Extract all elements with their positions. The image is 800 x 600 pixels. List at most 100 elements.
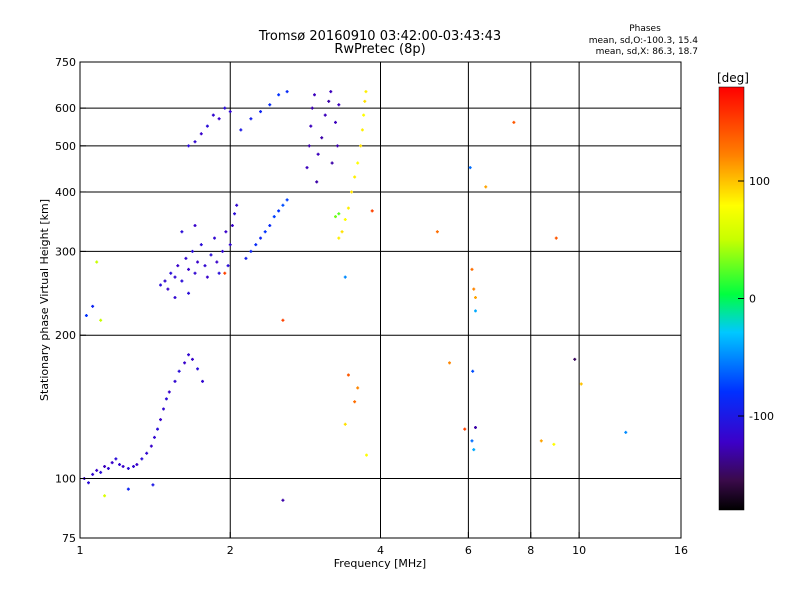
data-point [121,464,125,468]
data-point [190,357,194,361]
data-point [259,110,263,114]
colorbar-tick-label: 0 [749,293,756,306]
data-point [315,180,319,184]
data-point [470,439,474,443]
data-point [310,106,314,110]
data-point [316,152,320,156]
data-point [552,442,556,446]
data-point [337,212,341,216]
data-point [343,422,347,426]
data-point [340,230,344,234]
phases-x-stats: mean, sd,X: 86.3, 18.7 [596,47,698,57]
data-point [281,318,285,322]
data-point [285,198,289,202]
chart-subtitle: RwPretec (8p) [334,42,425,57]
data-point [193,271,197,275]
data-point [473,296,477,300]
data-point [268,224,272,228]
data-point [244,256,248,260]
x-axis-label: Frequency [MHz] [334,557,426,570]
data-point [190,249,194,253]
data-point [277,93,281,97]
data-point [337,236,341,240]
data-point [356,161,360,165]
data-point [468,166,472,170]
data-point [126,487,130,491]
x-tick-label: 4 [377,544,384,557]
data-point [239,128,243,132]
data-point [205,275,209,279]
data-point [362,113,366,117]
data-point [333,120,337,124]
phases-o-stats: mean, sd,O:-100.3, 15.4 [589,36,699,46]
data-point [151,483,155,487]
data-point [169,271,173,275]
data-point [272,215,276,219]
data-point [187,291,191,295]
data-point [435,230,439,234]
data-point [91,304,95,308]
phases-label: Phases [629,24,661,34]
data-point [333,215,337,219]
data-point [184,256,188,260]
x-tick-label: 1 [77,544,84,557]
data-point [187,267,191,271]
data-point [254,243,258,247]
y-tick-label: 75 [62,532,76,545]
data-point [233,212,237,216]
data-point [305,166,309,170]
data-point [335,144,339,148]
data-point [173,379,177,383]
y-tick-label: 600 [55,102,76,115]
data-point [463,427,467,431]
data-point [285,90,289,94]
data-point [99,318,103,322]
data-point [343,218,347,222]
data-point [209,253,213,257]
data-point [199,243,203,247]
data-point [624,430,628,434]
data-point [173,275,177,279]
data-point [228,243,232,247]
data-point [471,369,475,373]
data-point [205,124,209,128]
data-point [187,353,191,357]
x-axis-ticks: 1 2 4 6 8 10 16 [77,532,688,557]
colorbar-unit: [deg] [717,71,749,85]
data-point [323,113,327,117]
x-tick-label: 10 [572,544,586,557]
data-point [470,267,474,271]
data-point [573,357,577,361]
x-tick-label: 2 [227,544,234,557]
data-point [337,103,341,107]
data-point [473,309,477,313]
data-point [263,230,267,234]
data-point [281,203,285,207]
data-point [217,117,221,121]
data-point [343,275,347,279]
y-tick-label: 200 [55,329,76,342]
data-point [114,457,118,461]
data-point [512,120,516,124]
data-point [152,435,156,439]
data-point [473,425,477,429]
y-axis-label: Stationary phase Virtual Height [km] [38,199,51,401]
data-point [177,369,181,373]
colorbar-ticks: 100 0 -100 [738,175,774,423]
chart-title: Tromsø 20160910 03:42:00-03:43:43 [258,29,501,44]
x-tick-label: 6 [465,544,472,557]
data-point [176,264,180,268]
y-tick-label: 300 [55,245,76,258]
data-point [223,271,227,275]
data-point [103,494,107,498]
data-point [183,361,187,365]
y-tick-label: 400 [55,186,76,199]
data-point [364,90,368,94]
data-point [95,260,99,264]
data-point [215,260,219,264]
data-point [84,314,88,318]
data-point [350,190,354,194]
data-point [180,230,184,234]
data-point [235,203,239,207]
x-tick-label: 16 [674,544,688,557]
